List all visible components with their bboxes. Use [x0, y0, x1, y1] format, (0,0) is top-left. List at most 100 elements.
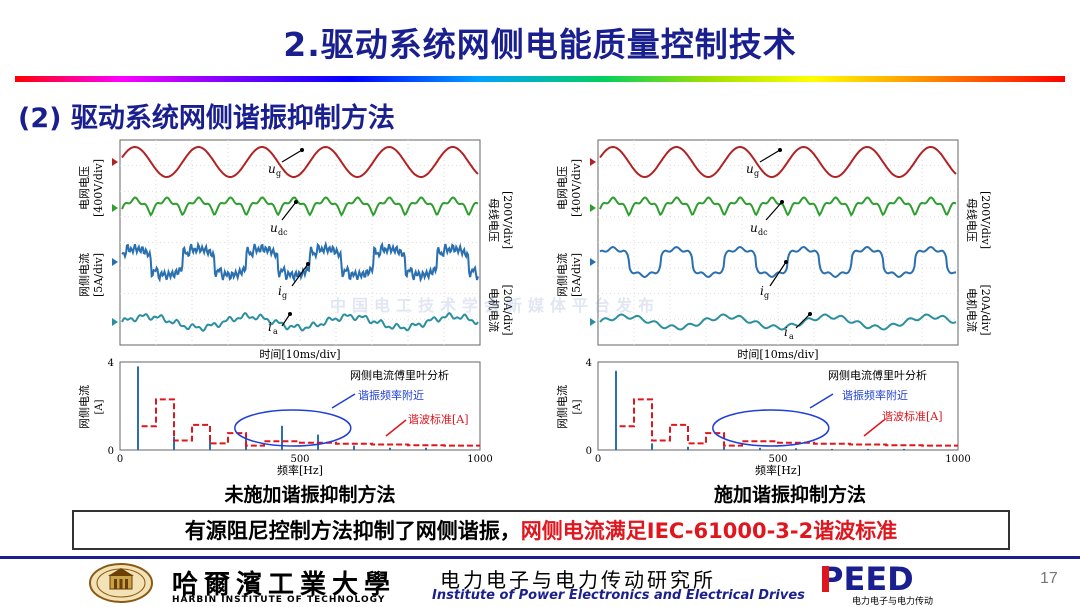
conclusion-part1: 有源阻尼控制方法抑制了网侧谐振， [184, 519, 521, 543]
trace-grid-voltage [121, 145, 479, 179]
university-name-en: HARBIN INSTITUTE OF TECHNOLOGY [172, 595, 386, 605]
waveform-xlabel: 时间[10ms/div] [737, 348, 818, 361]
arrow-icon [765, 201, 783, 221]
trace-label-udc: u dc [270, 221, 288, 237]
trace-label-ia: i a [784, 325, 794, 341]
trace-grid-current [599, 245, 957, 279]
y-tick-label: 4 [586, 358, 592, 369]
trace-motor-current [599, 313, 957, 331]
spectrum-frame [597, 361, 959, 451]
waveform-traces [599, 145, 957, 331]
ylabel-motor-current-scale: [20A/div] [501, 284, 514, 335]
x-tick-label: 0 [595, 454, 601, 465]
standard-arrow-icon [863, 419, 885, 437]
ylabel-grid-voltage-scale: [400V/div] [570, 159, 583, 217]
trace-label-ug: u g [746, 162, 759, 178]
arrow-icon [769, 261, 787, 287]
peed-subtitle: 电力电子与电力传动 [852, 597, 934, 607]
spectrum-plot: 网侧电流 [A] 频率[Hz] 网侧电流傅里叶分析 谐振频率附近 谐波标准[A]… [77, 358, 493, 477]
waveform-traces [121, 145, 479, 332]
svg-text:i: i [268, 320, 272, 334]
x-tick-label: 0 [117, 454, 123, 465]
channel-marker-icon [112, 158, 118, 166]
standard-arrow-icon [385, 419, 407, 437]
annotation-resonance: 谐振频率附近 [358, 388, 424, 402]
svg-text:u: u [270, 221, 278, 235]
spectrum-ylabel: 网侧电流 [77, 385, 91, 429]
trace-dc-voltage [121, 196, 479, 217]
arrow-head-icon [808, 312, 812, 316]
arrow-icon [281, 201, 297, 221]
resonance-ellipse [234, 409, 352, 447]
spectrum-yunit: [A] [94, 399, 105, 414]
ylabel-motor-current-scale: [20A/div] [979, 284, 992, 335]
slide-title: 2.驱动系统网侧电能质量控制技术 [283, 25, 797, 64]
annotation-resonance: 谐振频率附近 [842, 388, 908, 402]
ylabel-motor-current: 电机电流 [965, 288, 979, 332]
svg-text:i: i [784, 325, 788, 339]
svg-text:i: i [760, 284, 764, 298]
svg-text:g: g [754, 169, 759, 178]
trace-dc-voltage [599, 196, 957, 217]
conclusion-part2: 网侧电流满足IEC-61000-3-2谐波标准 [520, 519, 898, 543]
left-figure: 电网电压 [400V/div] 网侧电流 [5A/div] 母线电压 [200V… [77, 139, 514, 477]
ylabel-grid-current-scale: [5A/div] [92, 253, 105, 297]
arrow-head-icon [300, 148, 304, 152]
annotation-standard: 谐波标准[A] [882, 409, 943, 423]
svg-text:g: g [276, 169, 281, 178]
university-name-cn: 哈爾濱工業大學 [172, 570, 397, 600]
ylabel-grid-current: 网侧电流 [555, 253, 569, 297]
x-tick-label: 1000 [467, 454, 492, 465]
peed-logo: PEED [820, 562, 914, 594]
arrow-head-icon [780, 200, 784, 204]
harmonic-standard-line [619, 398, 958, 447]
ylabel-dc-voltage: 母线电压 [965, 198, 979, 242]
page-number: 17 [1040, 570, 1058, 587]
channel-markers [112, 158, 118, 326]
svg-text:g: g [764, 291, 769, 300]
waveform-plot: 电网电压 [400V/div] 网侧电流 [5A/div] 母线电压 [200V… [77, 139, 514, 361]
spectrum-xlabel: 频率[Hz] [755, 463, 801, 477]
channel-marker-icon [112, 318, 118, 326]
conclusion-box: 有源阻尼控制方法抑制了网侧谐振， 网侧电流满足IEC-61000-3-2谐波标准 [72, 510, 1010, 550]
spectrum-frame [119, 361, 481, 451]
trace-grid-voltage [599, 145, 957, 179]
ylabel-grid-voltage: 电网电压 [78, 166, 91, 210]
svg-text:i: i [278, 284, 282, 298]
y-tick-label: 4 [108, 358, 114, 369]
arrow-icon [281, 149, 303, 163]
section-subtitle: (2) 驱动系统网侧谐振抑制方法 [18, 103, 395, 134]
channel-marker-icon [590, 258, 596, 266]
resonance-arrow-icon [809, 393, 834, 409]
arrow-head-icon [778, 148, 782, 152]
panel-with-damping: 电网电压 [400V/div] 网侧电流 [5A/div] 母线电压 [200V… [548, 139, 992, 480]
resonance-ellipse [712, 409, 830, 447]
ylabel-motor-current: 电机电流 [487, 288, 501, 332]
svg-text:u: u [746, 162, 754, 176]
ylabel-dc-voltage: 母线电压 [487, 198, 501, 242]
trace-label-udc: u dc [750, 221, 768, 237]
svg-text:PEED: PEED [820, 562, 914, 594]
spectrum-legend-title: 网侧电流傅里叶分析 [350, 368, 449, 382]
channel-markers [590, 158, 596, 326]
svg-text:u: u [268, 162, 276, 176]
trace-label-ig: i g [278, 284, 287, 300]
channel-marker-icon [590, 158, 596, 166]
x-tick-label: 500 [290, 454, 309, 465]
svg-text:u: u [750, 221, 758, 235]
arrow-head-icon [288, 312, 292, 316]
title-divider [15, 76, 1065, 82]
channel-marker-icon [112, 258, 118, 266]
ylabel-grid-voltage-scale: [400V/div] [92, 159, 105, 217]
arrow-icon [291, 263, 309, 287]
arrow-icon [759, 149, 781, 163]
ylabel-grid-voltage: 电网电压 [556, 166, 569, 210]
harmonic-standard-line [141, 398, 480, 447]
institute-name-cn: 电力电子与电力传动研究所 [440, 568, 716, 592]
arrow-icon [795, 313, 811, 329]
arrow-head-icon [294, 200, 298, 204]
spectrum-legend-title: 网侧电流傅里叶分析 [828, 368, 927, 382]
svg-text:a: a [273, 327, 278, 336]
footer: 哈爾濱工業大學 HARBIN INSTITUTE OF TECHNOLOGY 电… [0, 560, 1080, 607]
spectrum-xlabel: 频率[Hz] [277, 463, 323, 477]
